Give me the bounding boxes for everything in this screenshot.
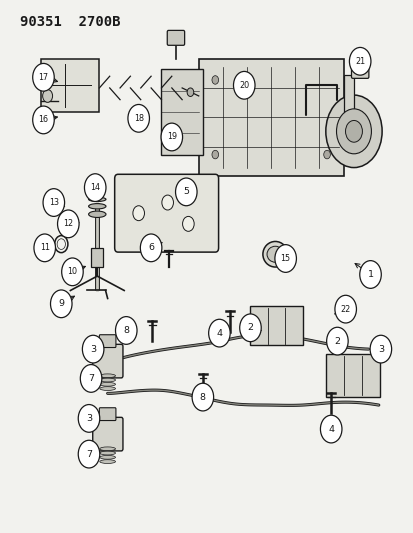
FancyBboxPatch shape bbox=[91, 248, 103, 266]
Circle shape bbox=[33, 106, 54, 134]
Circle shape bbox=[325, 95, 381, 167]
Text: 90351  2700B: 90351 2700B bbox=[20, 15, 120, 29]
Text: 2: 2 bbox=[334, 337, 339, 345]
Text: 4: 4 bbox=[328, 425, 333, 433]
Ellipse shape bbox=[88, 197, 106, 201]
Text: 17: 17 bbox=[38, 73, 48, 82]
Text: 3: 3 bbox=[86, 414, 92, 423]
Text: 19: 19 bbox=[166, 133, 176, 141]
Ellipse shape bbox=[100, 451, 115, 455]
FancyBboxPatch shape bbox=[161, 69, 202, 155]
Circle shape bbox=[34, 234, 55, 262]
Text: 8: 8 bbox=[199, 393, 205, 401]
Text: 13: 13 bbox=[49, 198, 59, 207]
Ellipse shape bbox=[262, 241, 287, 267]
Circle shape bbox=[334, 295, 356, 323]
FancyBboxPatch shape bbox=[114, 174, 218, 252]
Ellipse shape bbox=[100, 383, 115, 386]
Circle shape bbox=[57, 210, 79, 238]
Circle shape bbox=[115, 317, 137, 344]
Ellipse shape bbox=[88, 211, 106, 217]
Ellipse shape bbox=[100, 459, 115, 463]
Text: 14: 14 bbox=[90, 183, 100, 192]
Text: 10: 10 bbox=[67, 268, 77, 276]
Circle shape bbox=[182, 216, 194, 231]
Circle shape bbox=[326, 327, 347, 355]
Circle shape bbox=[369, 335, 391, 363]
Text: 11: 11 bbox=[40, 244, 50, 252]
Circle shape bbox=[50, 290, 72, 318]
Circle shape bbox=[33, 63, 54, 91]
Circle shape bbox=[43, 71, 52, 84]
Circle shape bbox=[84, 174, 106, 201]
Text: 16: 16 bbox=[38, 116, 48, 124]
Text: 5: 5 bbox=[183, 188, 189, 196]
Ellipse shape bbox=[100, 387, 115, 390]
Circle shape bbox=[43, 90, 52, 102]
Text: 2: 2 bbox=[247, 324, 253, 332]
Circle shape bbox=[128, 104, 149, 132]
Text: 1: 1 bbox=[367, 270, 373, 279]
Circle shape bbox=[78, 405, 100, 432]
Circle shape bbox=[187, 88, 193, 96]
Circle shape bbox=[320, 415, 341, 443]
Circle shape bbox=[161, 123, 182, 151]
Circle shape bbox=[211, 76, 218, 84]
Circle shape bbox=[208, 319, 230, 347]
FancyBboxPatch shape bbox=[99, 408, 116, 421]
Text: 3: 3 bbox=[90, 345, 96, 353]
FancyBboxPatch shape bbox=[99, 335, 116, 348]
FancyBboxPatch shape bbox=[93, 417, 123, 451]
Text: 18: 18 bbox=[133, 114, 143, 123]
Circle shape bbox=[175, 178, 197, 206]
Text: 8: 8 bbox=[123, 326, 129, 335]
Text: 7: 7 bbox=[86, 450, 92, 458]
Text: 15: 15 bbox=[280, 254, 290, 263]
Circle shape bbox=[80, 365, 102, 392]
Circle shape bbox=[359, 261, 380, 288]
Circle shape bbox=[233, 71, 254, 99]
Text: 6: 6 bbox=[148, 244, 154, 252]
Ellipse shape bbox=[266, 246, 283, 262]
Text: 22: 22 bbox=[340, 305, 350, 313]
Circle shape bbox=[140, 234, 161, 262]
Circle shape bbox=[78, 440, 100, 468]
Ellipse shape bbox=[100, 374, 115, 377]
Circle shape bbox=[82, 335, 104, 363]
Circle shape bbox=[43, 189, 64, 216]
Ellipse shape bbox=[100, 378, 115, 382]
Ellipse shape bbox=[88, 204, 106, 209]
Circle shape bbox=[349, 47, 370, 75]
Text: 7: 7 bbox=[88, 374, 94, 383]
Circle shape bbox=[323, 150, 330, 159]
FancyBboxPatch shape bbox=[198, 59, 343, 176]
Circle shape bbox=[62, 258, 83, 286]
Circle shape bbox=[133, 206, 144, 221]
FancyBboxPatch shape bbox=[351, 60, 368, 78]
Circle shape bbox=[336, 109, 370, 154]
FancyBboxPatch shape bbox=[249, 306, 302, 345]
Circle shape bbox=[192, 383, 213, 411]
FancyBboxPatch shape bbox=[167, 30, 184, 45]
FancyBboxPatch shape bbox=[343, 75, 353, 149]
Text: 4: 4 bbox=[216, 329, 222, 337]
FancyBboxPatch shape bbox=[325, 354, 379, 397]
Text: 20: 20 bbox=[239, 81, 249, 90]
Text: 12: 12 bbox=[63, 220, 73, 228]
Ellipse shape bbox=[100, 447, 115, 451]
FancyBboxPatch shape bbox=[41, 59, 99, 112]
Text: 21: 21 bbox=[354, 57, 364, 66]
Circle shape bbox=[239, 314, 261, 342]
Text: 3: 3 bbox=[377, 345, 383, 353]
FancyBboxPatch shape bbox=[93, 344, 123, 378]
Ellipse shape bbox=[100, 455, 115, 459]
Circle shape bbox=[211, 150, 218, 159]
Text: 9: 9 bbox=[58, 300, 64, 308]
Circle shape bbox=[161, 195, 173, 210]
Circle shape bbox=[345, 120, 361, 142]
Circle shape bbox=[274, 245, 296, 272]
